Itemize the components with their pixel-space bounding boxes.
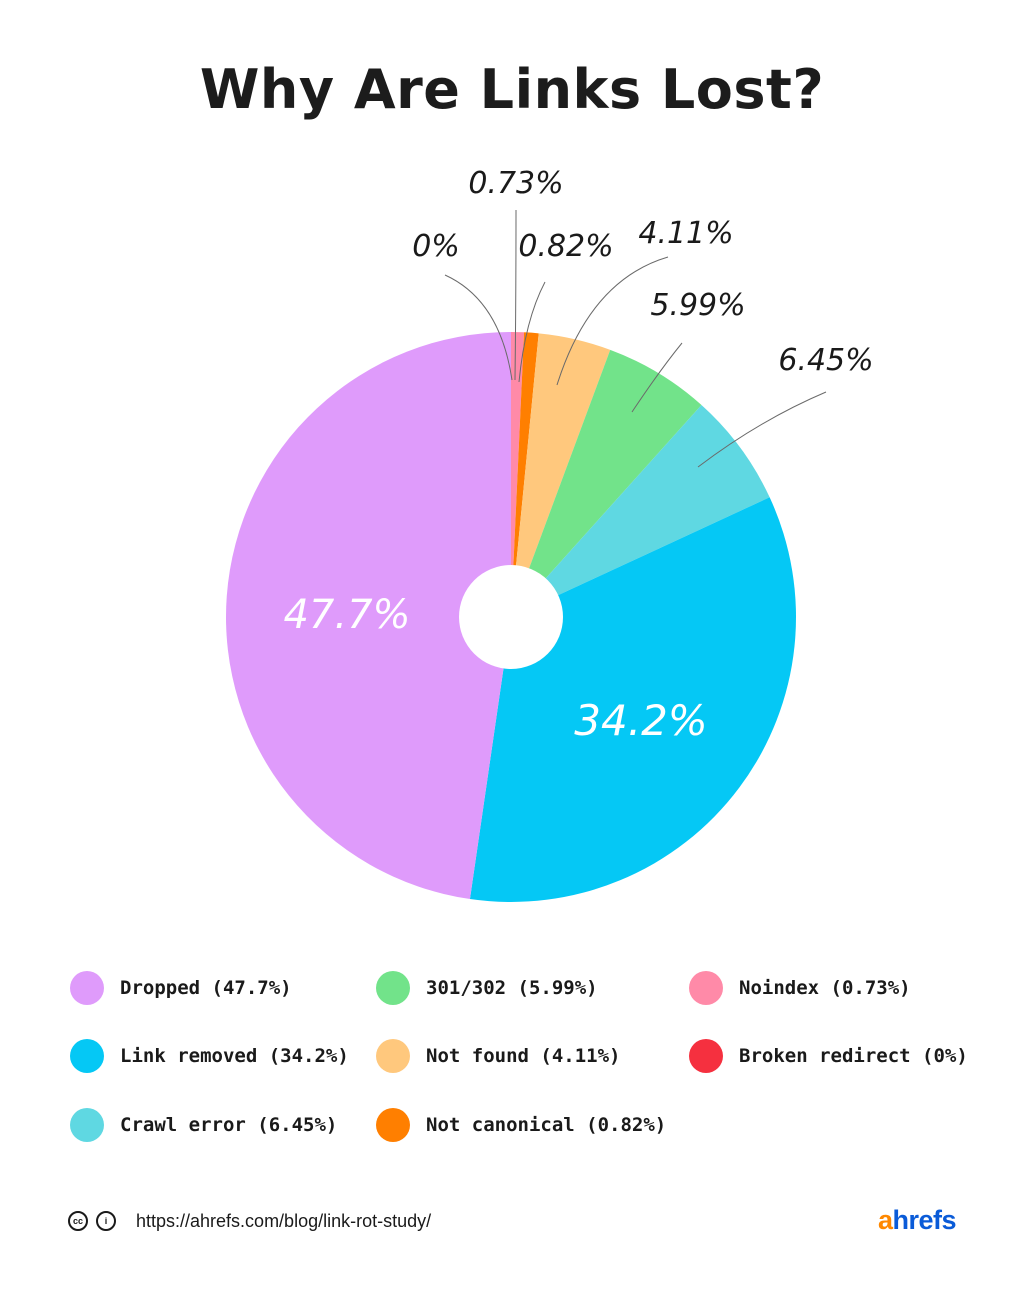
- legend-label: Noindex (0.73%): [739, 977, 911, 999]
- data-label-crawl-error: 6.45%: [778, 343, 873, 378]
- donut-hole: [459, 565, 563, 669]
- legend-label: Dropped (47.7%): [120, 977, 292, 999]
- leader-line-301-302: [631, 342, 683, 413]
- legend-swatch: [376, 1039, 410, 1073]
- data-label-link-removed: 34.2%: [574, 696, 707, 745]
- legend-swatch: [70, 971, 104, 1005]
- chart-title: Why Are Links Lost?: [199, 58, 825, 121]
- data-label-not-canonical: 0.82%: [518, 229, 613, 264]
- legend-swatch: [689, 971, 723, 1005]
- legend-label: Broken redirect (0%): [739, 1045, 968, 1067]
- legend-swatch: [689, 1039, 723, 1073]
- leader-line-not-canonical: [518, 281, 546, 383]
- legend-item-not-found: Not found (4.11%): [376, 1038, 620, 1074]
- legend-label: Not canonical (0.82%): [426, 1114, 667, 1136]
- leader-line-crawl-error: [697, 391, 827, 468]
- leader-line-noindex: [514, 209, 517, 381]
- legend-label: Not found (4.11%): [426, 1045, 621, 1067]
- footer: cc i https://ahrefs.com/blog/link-rot-st…: [68, 1208, 431, 1234]
- logo-rest: hrefs: [892, 1205, 956, 1235]
- data-label-301-302: 5.99%: [650, 288, 745, 323]
- legend-label: Link removed (34.2%): [120, 1045, 349, 1067]
- legend-item-not-canonical: Not canonical (0.82%): [376, 1107, 666, 1143]
- attribution-icon: i: [96, 1211, 116, 1231]
- leader-line-not-found: [556, 256, 669, 386]
- legend-swatch: [70, 1108, 104, 1142]
- legend-item-dropped: Dropped (47.7%): [70, 970, 292, 1006]
- legend-label: 301/302 (5.99%): [426, 977, 598, 999]
- cc-icon: cc: [68, 1211, 88, 1231]
- legend-label: Crawl error (6.45%): [120, 1114, 338, 1136]
- legend-item-link-removed: Link removed (34.2%): [70, 1038, 349, 1074]
- legend-item-crawl-error: Crawl error (6.45%): [70, 1107, 337, 1143]
- slice-not-canonical: [511, 332, 539, 617]
- source-url[interactable]: https://ahrefs.com/blog/link-rot-study/: [136, 1210, 432, 1231]
- data-label-broken-redirect: 0%: [412, 229, 460, 264]
- leader-line-broken-redirect: [444, 274, 513, 381]
- legend-swatch: [376, 1108, 410, 1142]
- legend-item-301-302: 301/302 (5.99%): [376, 970, 598, 1006]
- data-label-noindex: 0.73%: [468, 166, 563, 201]
- logo-a: a: [877, 1205, 893, 1235]
- legend-swatch: [376, 971, 410, 1005]
- slice-not-found: [511, 333, 611, 617]
- slice-dropped: [226, 332, 511, 900]
- legend-item-noindex: Noindex (0.73%): [689, 970, 911, 1006]
- ahrefs-logo: ahrefs: [877, 1205, 957, 1236]
- slice-301-302: [511, 349, 702, 617]
- data-label-dropped: 47.7%: [283, 592, 410, 638]
- legend-item-broken-redirect: Broken redirect (0%): [689, 1038, 968, 1074]
- data-label-not-found: 4.11%: [638, 216, 733, 251]
- slice-crawl-error: [511, 405, 770, 617]
- legend-swatch: [70, 1039, 104, 1073]
- slice-noindex: [511, 332, 525, 617]
